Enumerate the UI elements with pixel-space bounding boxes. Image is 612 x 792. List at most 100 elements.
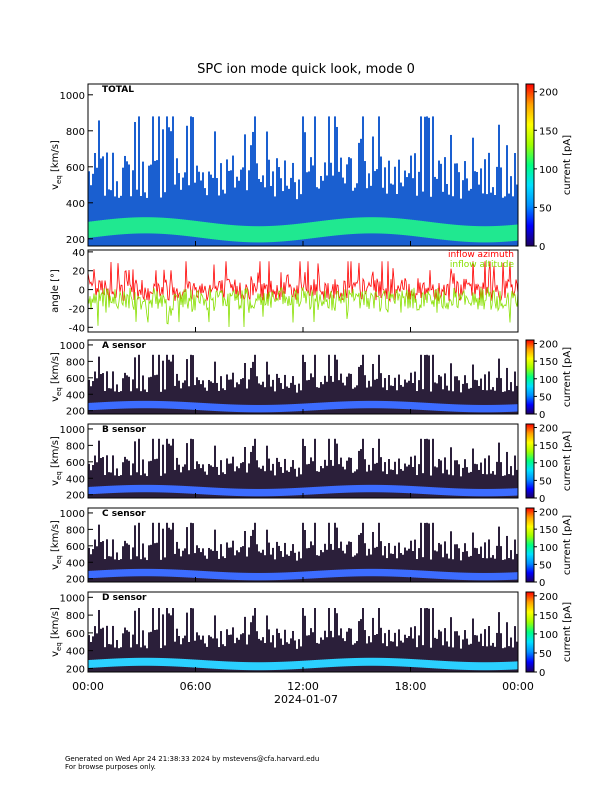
colorbar-tick-label: 150	[539, 126, 558, 137]
colorbar: 0 50 100 150 200 current [pA]	[525, 507, 573, 589]
colorbar: 0 50 100 150 200 current [pA]	[525, 423, 573, 505]
colorbar-label: current [pA]	[562, 347, 573, 407]
colorbar-label: current [pA]	[562, 135, 573, 195]
colorbar-tick-label: 50	[539, 649, 552, 660]
y-tick-label: 1000	[60, 341, 85, 352]
colorbar: 0 50 100 150 200 current [pA]	[525, 83, 573, 253]
spectrogram-image	[88, 340, 518, 414]
y-tick-label: 1000	[60, 91, 85, 102]
colorbar-tick-label: 100	[539, 630, 558, 641]
y-tick-label: 800	[66, 525, 85, 536]
time-axis: 00:00 06:00 12:00 18:00 00:00 2024-01-07	[72, 680, 534, 706]
colorbar-tick-label: 200	[539, 424, 558, 435]
spectrogram-image	[88, 592, 518, 672]
colorbar-tick-label: 100	[539, 543, 558, 554]
x-tick-label: 06:00	[180, 680, 212, 693]
panel-b-sensor: 200 400 600 800 1000 B sensor veq [km/s] 0 50 100…	[50, 423, 573, 505]
spectrogram-image	[88, 424, 518, 498]
y-tick-label: 200	[66, 235, 85, 246]
panel-total: 200 400 600 800 1000 TOTAL veq [km/s] 0 50 100 150…	[50, 83, 573, 253]
y-tick-label: 1000	[60, 425, 85, 436]
figure-title: SPC ion mode quick look, mode 0	[197, 62, 415, 77]
x-tick-label: 12:00	[287, 680, 319, 693]
colorbar-tick-label: 150	[539, 611, 558, 622]
y-tick-label: 600	[66, 629, 85, 640]
x-tick-label: 00:00	[502, 680, 534, 693]
y-axis-label: veq [km/s]	[50, 436, 63, 486]
colorbar-tick-label: 200	[539, 508, 558, 519]
y-tick-label: 20	[72, 267, 85, 278]
colorbar-tick-label: 100	[539, 165, 558, 176]
y-tick-label: 600	[66, 542, 85, 553]
panel-label: TOTAL	[102, 85, 134, 95]
x-axis-date-label: 2024-01-07	[274, 693, 338, 706]
footer-browse-note: For browse purposes only.	[65, 763, 156, 771]
y-tick-label: 600	[66, 374, 85, 385]
panel-c-sensor: 200 400 600 800 1000 C sensor veq [km/s] 0 50 100…	[50, 507, 573, 589]
y-tick-label: -20	[69, 304, 85, 315]
y-tick-label: 800	[66, 611, 85, 622]
colorbar-tick-label: 100	[539, 375, 558, 386]
panel-a-sensor: 200 400 600 800 1000 A sensor veq [km/s] 0 50 100…	[50, 339, 573, 421]
series-line-altitude	[87, 286, 519, 328]
legend-entry: inflow azimuth	[448, 250, 514, 260]
colorbar-tick-label: 150	[539, 441, 558, 452]
colorbar-tick-label: 200	[539, 88, 558, 99]
colorbar: 0 50 100 150 200 current [pA]	[525, 591, 573, 679]
colorbar-tick-label: 0	[539, 410, 545, 421]
y-tick-label: 200	[66, 491, 85, 502]
y-tick-label: 200	[66, 664, 85, 675]
colorbar: 0 50 100 150 200 current [pA]	[525, 339, 573, 421]
y-tick-label: 1000	[60, 509, 85, 520]
y-tick-label: 400	[66, 199, 85, 210]
panel-d-sensor: 200 400 600 800 1000 D sensor veq [km/s] 0 50 100…	[50, 591, 573, 679]
colorbar-tick-label: 200	[539, 340, 558, 351]
panel-label: C sensor	[102, 509, 146, 519]
colorbar-tick-label: 100	[539, 459, 558, 470]
colorbar-tick-label: 50	[539, 392, 552, 403]
colorbar-tick-label: 200	[539, 592, 558, 603]
y-axis-label: veq [km/s]	[50, 520, 63, 570]
x-tick-label: 00:00	[72, 680, 104, 693]
panel-label: D sensor	[102, 593, 147, 603]
y-axis-label: angle [°]	[50, 269, 61, 313]
y-tick-label: 200	[66, 407, 85, 418]
colorbar-tick-label: 150	[539, 357, 558, 368]
colorbar-tick-label: 0	[539, 494, 545, 505]
legend-entry: inflow altitude	[450, 260, 515, 270]
colorbar-label: current [pA]	[562, 431, 573, 491]
y-tick-label: 800	[66, 357, 85, 368]
panel-label: A sensor	[102, 341, 147, 351]
y-tick-label: 400	[66, 474, 85, 485]
y-tick-label: 400	[66, 558, 85, 569]
spectrogram-image	[88, 508, 518, 582]
y-axis-label: veq [km/s]	[50, 607, 63, 657]
y-tick-label: 200	[66, 575, 85, 586]
y-axis-label: veq [km/s]	[50, 352, 63, 402]
colorbar-label: current [pA]	[562, 602, 573, 662]
spectrogram-image	[88, 84, 518, 246]
y-tick-label: 400	[66, 647, 85, 658]
colorbar-label: current [pA]	[562, 515, 573, 575]
y-tick-label: -40	[69, 323, 85, 334]
panel-label: B sensor	[102, 425, 146, 435]
colorbar-tick-label: 50	[539, 203, 552, 214]
y-tick-label: 600	[66, 163, 85, 174]
colorbar-tick-label: 0	[539, 242, 545, 253]
y-tick-label: 800	[66, 127, 85, 138]
y-tick-label: 600	[66, 458, 85, 469]
y-tick-label: 400	[66, 390, 85, 401]
y-tick-label: 1000	[60, 593, 85, 604]
y-tick-label: 40	[72, 248, 85, 259]
colorbar-tick-label: 50	[539, 476, 552, 487]
footer: Generated on Wed Apr 24 21:38:33 2024 by…	[65, 755, 319, 771]
footer-generated-line: Generated on Wed Apr 24 21:38:33 2024 by…	[65, 755, 320, 763]
colorbar-tick-label: 50	[539, 560, 552, 571]
y-tick-label: 800	[66, 441, 85, 452]
y-tick-label: 0	[79, 286, 85, 297]
colorbar-tick-label: 0	[539, 668, 545, 679]
x-tick-label: 18:00	[395, 680, 427, 693]
y-axis-label: veq [km/s]	[50, 140, 63, 190]
